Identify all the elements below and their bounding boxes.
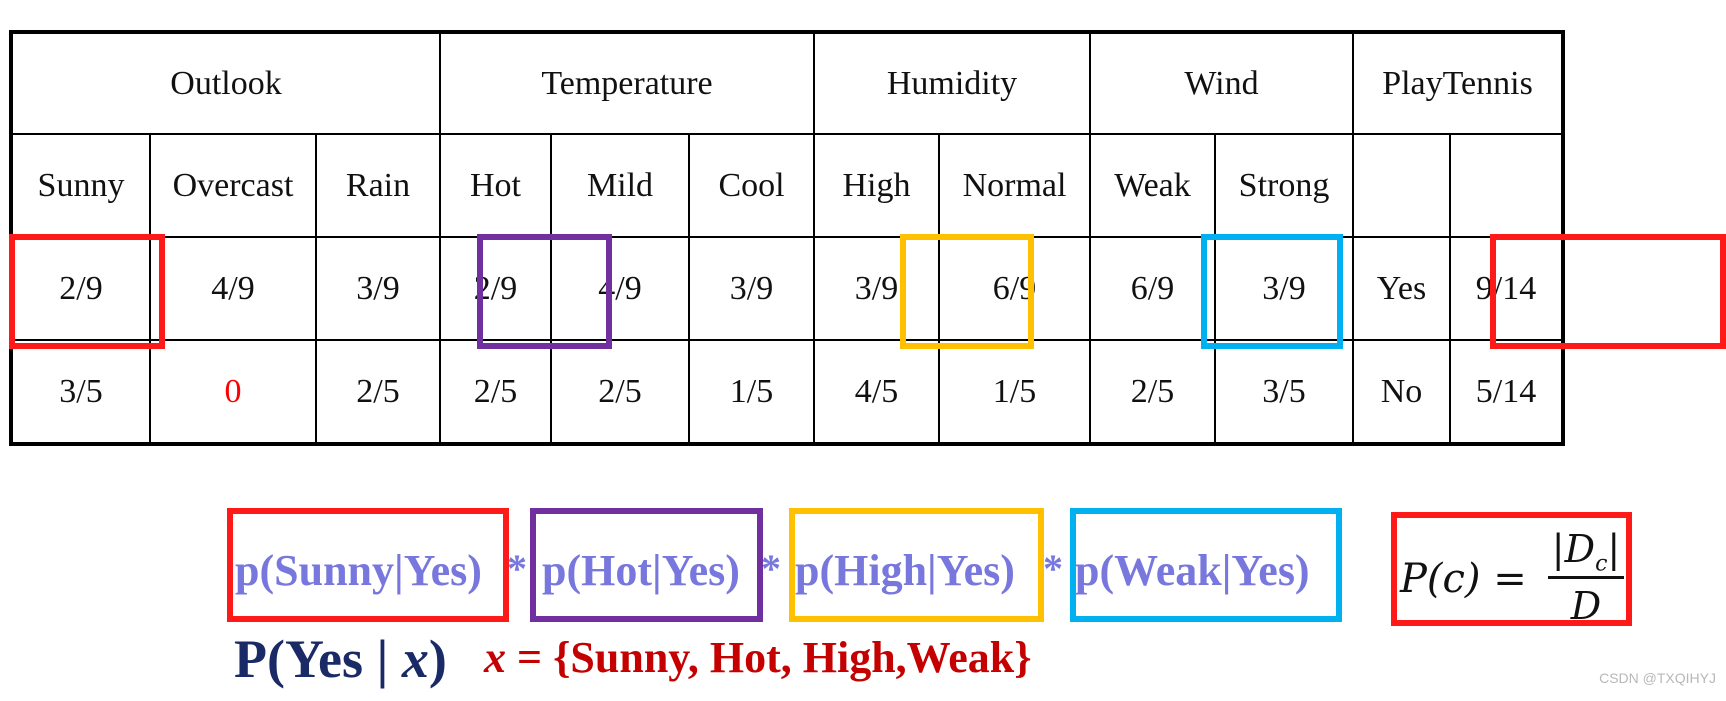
group-wind: Wind bbox=[1089, 31, 1354, 135]
attr-high: High bbox=[813, 133, 940, 238]
no-row: 3/5 0 2/5 2/5 2/5 1/5 4/5 1/5 2/5 3/5 No… bbox=[10, 339, 1564, 445]
highlight-sunny-yes bbox=[9, 234, 165, 349]
multiply-operator: * bbox=[761, 546, 781, 591]
x-value: = {Sunny, Hot, High,Weak} bbox=[506, 633, 1032, 682]
prior-num-sub: c bbox=[1595, 551, 1608, 577]
term-box-hot bbox=[530, 508, 763, 622]
cell: 3/9 bbox=[315, 236, 441, 341]
multiply-operator: * bbox=[1043, 546, 1063, 591]
highlight-prior-yes bbox=[1490, 234, 1726, 349]
term-box-high bbox=[789, 508, 1044, 622]
cell: 3/9 bbox=[813, 236, 940, 341]
attr-strong: Strong bbox=[1214, 133, 1354, 238]
attr-overcast: Overcast bbox=[149, 133, 317, 238]
cell: 2/5 bbox=[315, 339, 441, 445]
group-temperature: Temperature bbox=[439, 31, 815, 135]
attr-sunny: Sunny bbox=[10, 133, 151, 238]
prior-num-end: | bbox=[1607, 527, 1621, 571]
class-label-no: No bbox=[1352, 339, 1451, 445]
x-definition: x = {Sunny, Hot, High,Weak} bbox=[484, 632, 1032, 683]
cell: 3/5 bbox=[1214, 339, 1354, 445]
highlight-weak-yes bbox=[1201, 234, 1343, 349]
watermark: CSDN @TXQIHYJ bbox=[1599, 670, 1716, 686]
attr-hot: Hot bbox=[439, 133, 552, 238]
group-playtennis: PlayTennis bbox=[1352, 31, 1564, 135]
attr-empty-1 bbox=[1352, 133, 1451, 238]
term-hot-yes: p(Hot|Yes) bbox=[542, 546, 740, 595]
attr-weak: Weak bbox=[1089, 133, 1216, 238]
prior-no: 5/14 bbox=[1449, 339, 1564, 445]
prior-formula: P(c) = |Dc| D bbox=[1396, 520, 1624, 630]
prior-num-text: |D bbox=[1551, 527, 1596, 571]
cell: 3/5 bbox=[10, 339, 151, 445]
cell: 4/5 bbox=[813, 339, 940, 445]
posterior-label: P(Yes | x) bbox=[234, 628, 447, 690]
term-sunny-yes: p(Sunny|Yes) bbox=[235, 546, 482, 595]
attr-empty-2 bbox=[1449, 133, 1564, 238]
cell: 2/5 bbox=[550, 339, 690, 445]
highlight-hot-yes bbox=[477, 234, 612, 349]
cell: 3/9 bbox=[688, 236, 815, 341]
prior-numerator: |Dc| bbox=[1548, 524, 1624, 577]
prior-formula-box bbox=[1391, 512, 1632, 626]
posterior-prefix: P(Yes | bbox=[234, 629, 402, 689]
group-outlook: Outlook bbox=[10, 31, 441, 135]
prior-lhs: P(c) = bbox=[1400, 556, 1527, 602]
group-humidity: Humidity bbox=[813, 31, 1091, 135]
attr-cool: Cool bbox=[688, 133, 815, 238]
x-var: x bbox=[484, 633, 506, 682]
cell: 2/9 bbox=[10, 236, 151, 341]
prior-yes: 9/14 bbox=[1449, 236, 1564, 341]
attr-mild: Mild bbox=[550, 133, 690, 238]
zero-cell: 0 bbox=[149, 339, 317, 445]
posterior-var: x bbox=[401, 629, 429, 689]
prior-denominator: D bbox=[1570, 584, 1602, 628]
attr-normal: Normal bbox=[938, 133, 1091, 238]
highlight-high-yes bbox=[900, 234, 1034, 349]
multiply-operator: * bbox=[507, 546, 527, 591]
term-weak-yes: p(Weak|Yes) bbox=[1075, 546, 1310, 595]
term-box-sunny bbox=[227, 508, 509, 622]
group-header-row: Outlook Temperature Humidity Wind PlayTe… bbox=[10, 31, 1564, 135]
posterior-suffix: ) bbox=[428, 629, 447, 689]
cell: 2/5 bbox=[439, 339, 552, 445]
cell: 6/9 bbox=[1089, 236, 1216, 341]
attribute-row: Sunny Overcast Rain Hot Mild Cool High N… bbox=[10, 133, 1564, 238]
cell: 2/5 bbox=[1089, 339, 1216, 445]
class-label-yes: Yes bbox=[1352, 236, 1451, 341]
cell: 1/5 bbox=[938, 339, 1091, 445]
cell: 1/5 bbox=[688, 339, 815, 445]
fraction-bar bbox=[1548, 576, 1624, 579]
cell: 4/9 bbox=[550, 236, 690, 341]
prior-fraction: |Dc| D bbox=[1548, 524, 1624, 631]
cell: 4/9 bbox=[149, 236, 317, 341]
attr-rain: Rain bbox=[315, 133, 441, 238]
term-high-yes: p(High|Yes) bbox=[795, 546, 1015, 595]
term-box-weak bbox=[1070, 508, 1342, 622]
